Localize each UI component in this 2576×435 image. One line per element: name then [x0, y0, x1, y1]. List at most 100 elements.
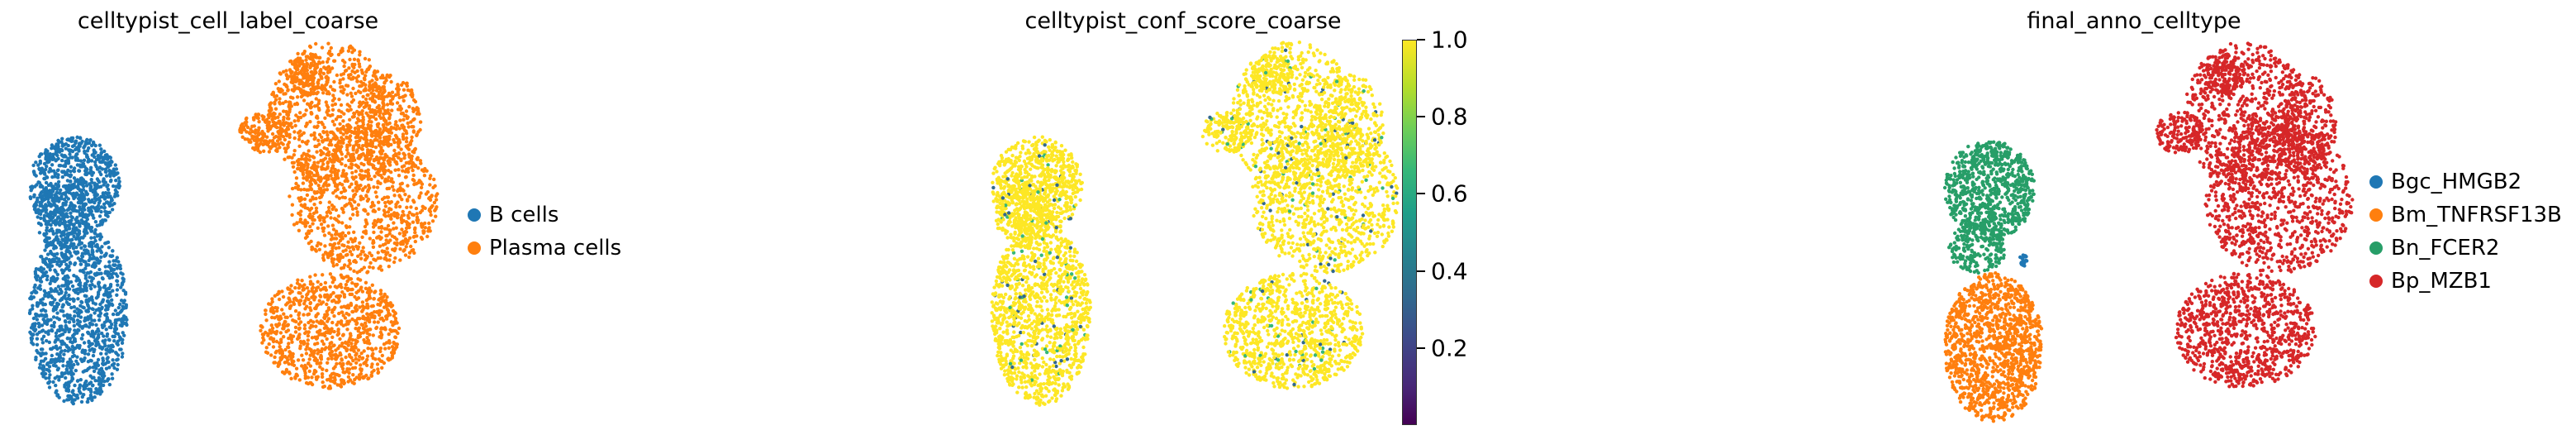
cell-point: [383, 347, 387, 351]
cell-point: [432, 177, 436, 182]
cell-point: [107, 286, 112, 291]
cell-point: [65, 249, 70, 254]
cell-point: [341, 370, 345, 375]
cell-point: [312, 189, 316, 194]
cell-point: [412, 200, 416, 204]
cell-point: [316, 138, 321, 142]
cell-point: [282, 69, 286, 74]
cell-point: [352, 65, 356, 70]
cell-point: [410, 161, 414, 166]
cell-point: [326, 112, 330, 117]
cell-point: [306, 292, 310, 296]
cell-point: [326, 256, 330, 260]
cell-point: [101, 356, 105, 361]
cell-point: [70, 138, 74, 142]
cell-point: [307, 361, 311, 366]
cell-point: [60, 136, 64, 141]
cell-point: [85, 137, 89, 142]
cell-point: [365, 312, 369, 316]
cell-point: [422, 174, 427, 178]
cell-point: [84, 230, 88, 234]
cell-point: [118, 337, 123, 341]
cell-point: [312, 203, 316, 207]
cell-point: [70, 355, 75, 359]
cell-point: [283, 150, 288, 154]
cell-point: [102, 323, 107, 328]
cell-point: [332, 79, 336, 84]
cell-point: [365, 354, 370, 358]
cell-point: [105, 332, 110, 337]
cell-point: [373, 347, 378, 351]
cell-point: [325, 188, 330, 192]
cell-point: [34, 267, 39, 271]
cell-point: [66, 173, 70, 177]
cell-point: [361, 246, 365, 250]
cell-point: [349, 303, 354, 308]
cell-point: [321, 256, 326, 261]
cell-point: [302, 366, 306, 370]
cell-point: [398, 258, 402, 262]
cell-point: [107, 337, 112, 342]
cell-point: [51, 253, 56, 257]
cell-point: [345, 245, 350, 249]
cell-point: [93, 284, 97, 289]
cell-point: [56, 179, 61, 184]
cell-point: [322, 226, 326, 231]
cell-point: [304, 177, 309, 181]
cell-point: [434, 198, 439, 202]
cell-point: [286, 142, 290, 147]
cell-point: [59, 205, 64, 210]
cell-point: [365, 357, 369, 362]
cell-point: [43, 239, 47, 243]
cell-point: [325, 378, 330, 382]
cell-point: [38, 193, 42, 197]
cell-point: [400, 181, 404, 185]
cell-point: [288, 306, 292, 310]
cell-point: [332, 217, 337, 221]
cell-point: [102, 284, 107, 288]
cell-point: [105, 184, 109, 189]
cell-point: [335, 136, 340, 141]
cell-point: [309, 171, 314, 175]
cell-point: [289, 376, 293, 380]
cell-point: [384, 252, 388, 256]
cell-point: [343, 203, 347, 208]
cell-point: [82, 393, 86, 397]
cell-point: [58, 287, 63, 292]
cell-point: [43, 261, 48, 265]
cell-point: [66, 232, 70, 236]
cell-point: [50, 327, 54, 332]
cell-point: [316, 351, 320, 356]
cell-point: [34, 276, 39, 280]
cell-point: [58, 346, 63, 350]
cell-point: [300, 140, 305, 144]
cell-point: [376, 367, 380, 371]
cell-point: [306, 338, 310, 342]
cell-point: [61, 217, 65, 221]
cell-point: [413, 231, 417, 235]
cell-point: [292, 359, 296, 364]
cell-point: [53, 213, 57, 217]
cell-point: [45, 151, 49, 155]
cell-point: [97, 214, 102, 218]
cell-point: [385, 246, 389, 251]
cell-point: [288, 110, 292, 114]
cell-point: [256, 148, 260, 152]
cell-point: [394, 120, 398, 124]
cell-point: [293, 123, 297, 128]
cell-point: [290, 213, 294, 218]
cell-point: [109, 254, 114, 259]
cell-point: [341, 361, 345, 366]
cell-point: [387, 253, 392, 257]
cell-point: [286, 125, 290, 129]
cell-point: [373, 99, 377, 103]
cell-point: [340, 285, 344, 289]
cell-point: [284, 303, 288, 307]
cell-point: [99, 184, 103, 189]
cell-point: [65, 345, 69, 349]
cell-point: [390, 234, 395, 238]
cell-point: [397, 168, 401, 172]
cell-point: [344, 84, 349, 88]
cell-point: [75, 185, 80, 189]
cell-point: [262, 149, 266, 153]
